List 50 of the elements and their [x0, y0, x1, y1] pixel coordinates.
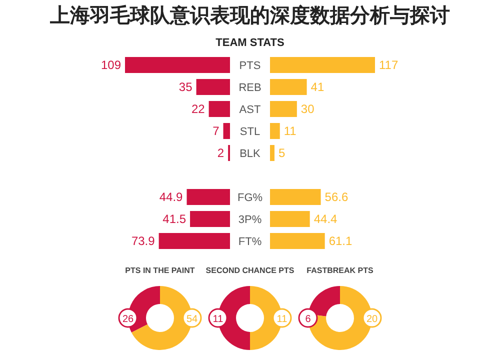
y-tick-label: AST: [239, 104, 261, 116]
bar: [270, 123, 280, 139]
data-label: 117: [379, 58, 398, 72]
bar: [270, 233, 325, 249]
data-label: 30: [300, 102, 315, 116]
chart-title: PTS IN THE PAINT: [125, 266, 195, 275]
chart-subtitle: TEAM STATS: [216, 37, 284, 49]
data-label: 73.9: [131, 234, 156, 248]
bar: [125, 57, 230, 73]
data-label: 61.1: [328, 234, 353, 248]
data-label: 54: [186, 314, 198, 325]
y-tick-label: 3P%: [238, 214, 262, 226]
data-label: 20: [366, 314, 378, 325]
data-label: 109: [100, 58, 122, 72]
chart-title: SECOND CHANCE PTS: [206, 266, 295, 275]
y-tick-label: BLK: [240, 148, 262, 160]
data-label: 35: [178, 80, 193, 94]
data-label: 11: [284, 124, 297, 138]
bar: [270, 101, 297, 117]
bar: [190, 211, 230, 227]
data-label: 44.4: [314, 212, 338, 226]
bar: [270, 57, 375, 73]
bar: [158, 233, 230, 249]
data-label: 2: [217, 146, 224, 160]
data-label: 7: [212, 124, 220, 138]
y-tick-label: REB: [238, 82, 262, 94]
bar: [270, 145, 274, 161]
chart-title: 上海羽毛球队意识表现的深度数据分析与探讨: [49, 4, 450, 27]
data-label: 11: [276, 314, 288, 325]
data-label: 6: [305, 314, 312, 325]
data-label: 41: [310, 80, 324, 94]
y-tick-label: FG%: [237, 192, 263, 204]
data-label: 26: [122, 314, 134, 325]
bar: [208, 101, 230, 117]
data-label: 44.9: [159, 190, 184, 204]
bar: [196, 79, 230, 95]
data-label: 11: [212, 314, 224, 325]
y-tick-label: FT%: [238, 236, 262, 248]
data-label: 5: [278, 146, 286, 160]
y-tick-label: PTS: [239, 60, 261, 72]
chart-title: FASTBREAK PTS: [306, 266, 374, 275]
bar: [270, 211, 310, 227]
data-label: 56.6: [324, 190, 348, 204]
data-label: 41.5: [162, 212, 186, 226]
y-tick-label: STL: [240, 126, 260, 138]
bar: [223, 123, 230, 139]
bar: [186, 189, 230, 205]
bar: [270, 189, 321, 205]
data-label: 22: [191, 102, 206, 116]
bar: [270, 79, 307, 95]
